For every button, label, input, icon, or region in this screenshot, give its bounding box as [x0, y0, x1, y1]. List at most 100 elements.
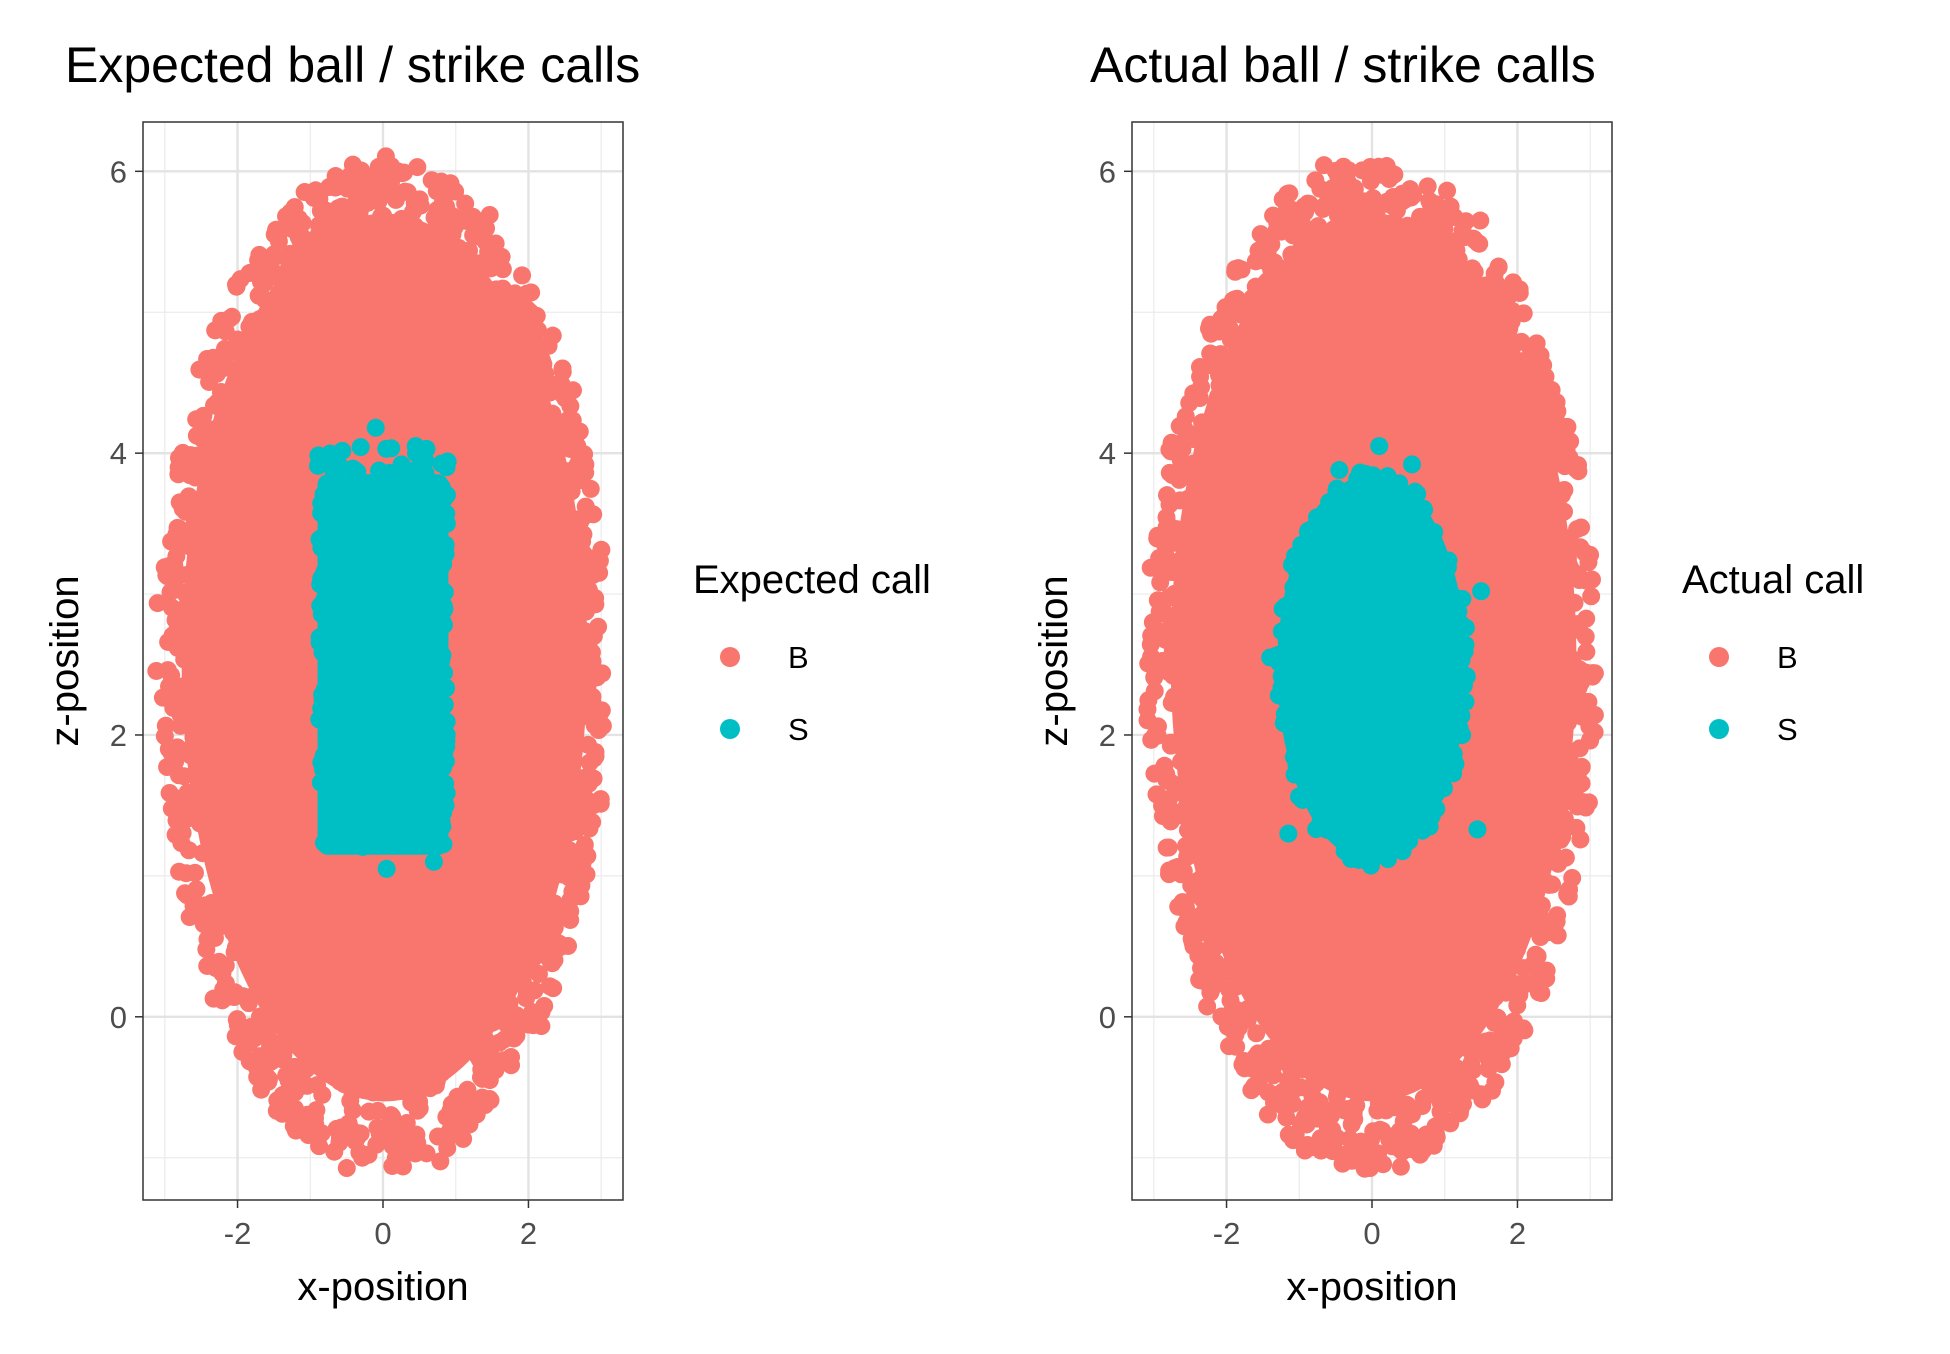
- ball-point: [368, 1118, 387, 1137]
- strike-point: [406, 437, 425, 456]
- strike-point: [1330, 461, 1349, 480]
- ball-point: [372, 1044, 391, 1063]
- ball-point: [1358, 236, 1377, 255]
- ball-point: [1479, 1060, 1498, 1079]
- ball-point: [1508, 996, 1527, 1015]
- ball-point: [1337, 1145, 1356, 1164]
- ball-point: [1151, 573, 1170, 592]
- ball-point: [191, 678, 210, 697]
- strike-point: [1363, 466, 1382, 485]
- ball-point: [286, 214, 305, 233]
- ball-point: [532, 399, 551, 418]
- ball-point: [185, 863, 204, 882]
- ball-point: [494, 357, 513, 376]
- ball-point: [1201, 356, 1220, 375]
- ball-point: [1404, 283, 1423, 302]
- ball-point: [464, 226, 483, 245]
- ball-point: [1262, 235, 1281, 254]
- ball-point: [559, 557, 578, 576]
- ball-point: [581, 813, 600, 832]
- ball-point: [1368, 200, 1387, 219]
- ball-point: [500, 1053, 519, 1072]
- strike-point: [343, 459, 362, 478]
- ball-point: [521, 934, 540, 953]
- strike-point: [330, 444, 349, 463]
- strike-point: [434, 555, 453, 574]
- ball-point: [249, 251, 268, 270]
- strike-point: [1272, 678, 1291, 697]
- strike-point: [416, 464, 435, 483]
- ball-point: [285, 1063, 304, 1082]
- ball-point: [1502, 397, 1521, 416]
- ball-point: [506, 307, 525, 326]
- ball-point: [1161, 733, 1180, 752]
- ball-point: [162, 685, 181, 704]
- strike-point: [324, 834, 343, 853]
- ball-point: [1569, 462, 1588, 481]
- ball-point: [517, 983, 536, 1002]
- ball-point: [1282, 1060, 1301, 1079]
- ball-point: [1226, 1000, 1245, 1019]
- strike-point: [1421, 804, 1440, 823]
- y-tick-label: 2: [1099, 718, 1116, 753]
- ball-point: [1548, 812, 1567, 831]
- ball-point: [179, 487, 198, 506]
- ball-point: [1273, 190, 1292, 209]
- ball-point: [1291, 1115, 1310, 1134]
- ball-point: [330, 229, 349, 248]
- strike-point: [377, 859, 396, 878]
- ball-point: [1327, 1129, 1346, 1148]
- ball-point: [1171, 806, 1190, 825]
- ball-point: [1161, 442, 1180, 461]
- ball-point: [218, 987, 237, 1006]
- ball-point: [281, 244, 300, 263]
- ball-point: [275, 264, 294, 283]
- strike-point: [309, 446, 328, 465]
- ball-point: [1175, 525, 1194, 544]
- ball-point: [1505, 1012, 1524, 1031]
- legend-title-actual: Actual call: [1682, 558, 1864, 602]
- ball-point: [1536, 652, 1555, 671]
- ball-point: [557, 616, 576, 635]
- ball-point: [1544, 916, 1563, 935]
- ball-point: [249, 944, 268, 963]
- ball-point: [504, 1029, 523, 1048]
- strike-point: [433, 646, 452, 665]
- ball-point: [1159, 588, 1178, 607]
- ball-point: [259, 982, 278, 1001]
- ball-point: [275, 993, 294, 1012]
- ball-point: [579, 505, 598, 524]
- ball-point: [1534, 967, 1553, 986]
- ball-point: [368, 213, 387, 232]
- ball-point: [541, 493, 560, 512]
- legend-key-b-actual: [1709, 647, 1729, 667]
- ball-point: [463, 263, 482, 282]
- ball-point: [165, 556, 184, 575]
- ball-point: [559, 410, 578, 429]
- ball-point: [382, 1059, 401, 1078]
- ball-point: [1494, 967, 1513, 986]
- actual-calls-panel: Actual ball / strike calls -2 0 2 0 2 4 6 x-po…: [1032, 37, 1864, 1309]
- ball-point: [405, 194, 424, 213]
- ball-point: [1581, 545, 1600, 564]
- ball-point: [556, 825, 575, 844]
- ball-point: [1537, 768, 1556, 787]
- ball-point: [525, 893, 544, 912]
- ball-point: [1303, 1086, 1322, 1105]
- ball-point: [1233, 1055, 1252, 1074]
- ball-point: [290, 1107, 309, 1126]
- ball-point: [1414, 1141, 1433, 1160]
- ball-point: [581, 664, 600, 683]
- ball-point: [242, 923, 261, 942]
- ball-point: [312, 1124, 331, 1143]
- ball-point: [175, 453, 194, 472]
- strike-point: [437, 712, 456, 731]
- ball-point: [1148, 526, 1167, 545]
- ball-point: [467, 1008, 486, 1027]
- strike-point: [311, 773, 330, 792]
- ball-point: [1524, 890, 1543, 909]
- ball-point: [544, 979, 563, 998]
- y-tick-label: 4: [1099, 436, 1116, 471]
- strike-point: [416, 451, 435, 470]
- ball-point: [527, 306, 546, 325]
